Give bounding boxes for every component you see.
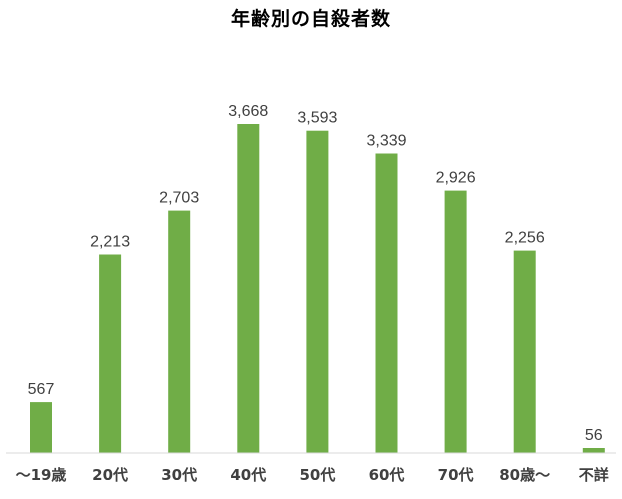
x-tick-label-5: 60代	[369, 466, 405, 484]
data-labels-group: 567 2,213 2,703 3,668 3,593 3,339 2,926 2,256 56	[28, 103, 603, 444]
data-label-0: 567	[28, 381, 55, 398]
x-tick-label-8: 不詳	[579, 466, 609, 484]
x-tick-label-6: 70代	[438, 466, 474, 484]
bar-1	[99, 254, 122, 453]
data-label-1: 2,213	[90, 234, 130, 251]
bars-group	[30, 124, 605, 453]
x-tick-label-0: ～19歳	[16, 466, 67, 484]
x-tick-label-7: 80歳～	[499, 466, 550, 484]
x-tick-label-3: 40代	[230, 466, 266, 484]
data-label-8: 56	[585, 427, 603, 444]
data-label-7: 2,256	[505, 230, 545, 247]
x-tick-label-4: 50代	[299, 466, 335, 484]
x-tick-labels-group: ～19歳 20代 30代 40代 50代 60代 70代 80歳～ 不詳	[16, 466, 609, 484]
chart-title: 年齢別の自殺者数	[230, 8, 391, 30]
bar-2	[168, 210, 191, 453]
data-label-4: 3,593	[297, 110, 337, 127]
data-label-5: 3,339	[366, 133, 406, 150]
bar-4	[306, 130, 329, 453]
bar-5	[375, 153, 398, 453]
bar-6	[444, 190, 467, 453]
bar-7	[513, 250, 536, 453]
data-label-2: 2,703	[159, 190, 199, 207]
bar-0	[30, 402, 52, 453]
x-tick-label-2: 30代	[161, 466, 197, 484]
bar-8	[582, 448, 605, 453]
bar-3	[237, 124, 260, 453]
data-label-6: 2,926	[436, 170, 476, 187]
data-label-3: 3,668	[228, 103, 268, 120]
x-tick-label-1: 20代	[92, 466, 128, 484]
